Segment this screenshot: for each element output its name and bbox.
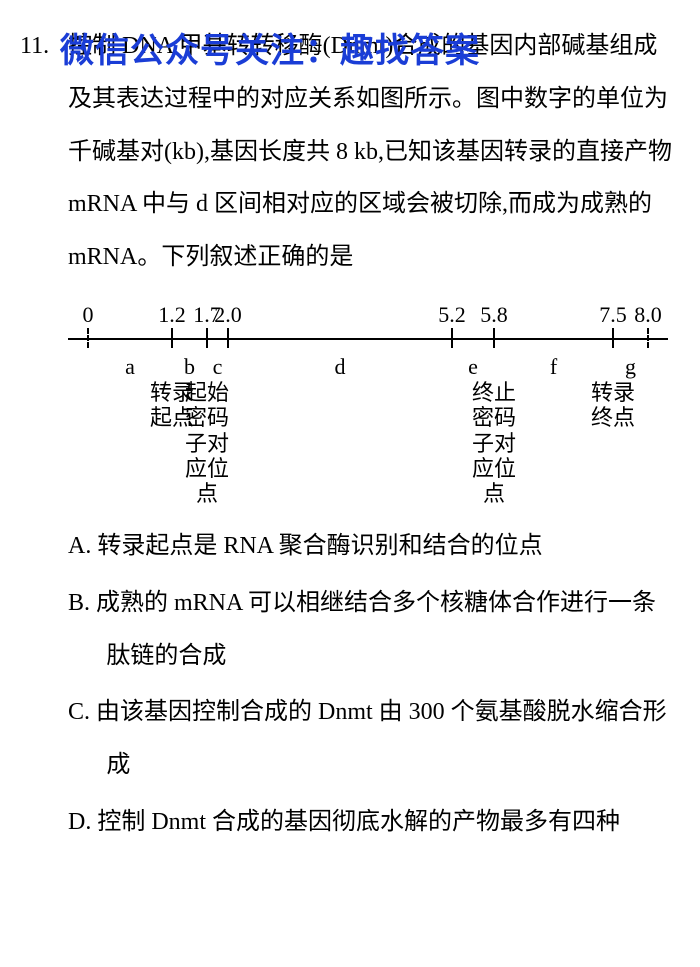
segment-label: b	[184, 354, 195, 380]
segment-label: f	[550, 354, 557, 380]
axis-tick	[227, 328, 229, 348]
question-number: 11.	[20, 20, 49, 73]
gene-diagram: 01.21.72.05.25.87.58.0abcdefg转录起点起始密码子对应…	[68, 302, 680, 510]
axis-tick-label: 5.8	[480, 302, 508, 328]
axis-tick-label: 0	[83, 302, 94, 328]
segment-label: a	[125, 354, 135, 380]
option-a: A. 转录起点是 RNA 聚合酶识别和结合的位点	[106, 520, 680, 573]
axis-tick-label: 8.0	[634, 302, 662, 328]
segment-label: g	[625, 354, 636, 380]
axis-tick	[647, 328, 649, 348]
segment-label: d	[335, 354, 346, 380]
axis-tick-label: 7.5	[599, 302, 627, 328]
axis-tick	[206, 328, 208, 348]
axis-tick	[171, 328, 173, 348]
axis-annotation: 终止密码子对应位点	[472, 380, 516, 506]
question-container: 11. 微信公众号关注：趣找答案 控制 DNA 甲基转转移酶(Dnmt)合成的基…	[20, 20, 680, 849]
option-d: D. 控制 Dnmt 合成的基因彻底水解的产物最多有四种	[106, 796, 680, 849]
segment-label: c	[213, 354, 223, 380]
axis-tick	[451, 328, 453, 348]
segment-label: e	[468, 354, 478, 380]
axis-tick	[87, 328, 89, 348]
axis-tick-label: 1.2	[158, 302, 186, 328]
axis-tick-label: 5.2	[438, 302, 466, 328]
axis-tick	[493, 328, 495, 348]
axis-annotation: 起始密码子对应位点	[185, 380, 229, 506]
options-list: A. 转录起点是 RNA 聚合酶识别和结合的位点 B. 成熟的 mRNA 可以相…	[68, 520, 680, 849]
question-stem: 控制 DNA 甲基转转移酶(Dnmt)合成的基因内部碱基组成及其表达过程中的对应…	[68, 20, 680, 284]
option-b: B. 成熟的 mRNA 可以相继结合多个核糖体合作进行一条肽链的合成	[106, 577, 680, 683]
option-c: C. 由该基因控制合成的 Dnmt 由 300 个氨基酸脱水缩合形成	[106, 686, 680, 792]
axis-line	[68, 338, 668, 340]
axis-tick-label: 2.0	[214, 302, 242, 328]
axis-tick	[612, 328, 614, 348]
axis-annotation: 转录终点	[591, 380, 635, 431]
